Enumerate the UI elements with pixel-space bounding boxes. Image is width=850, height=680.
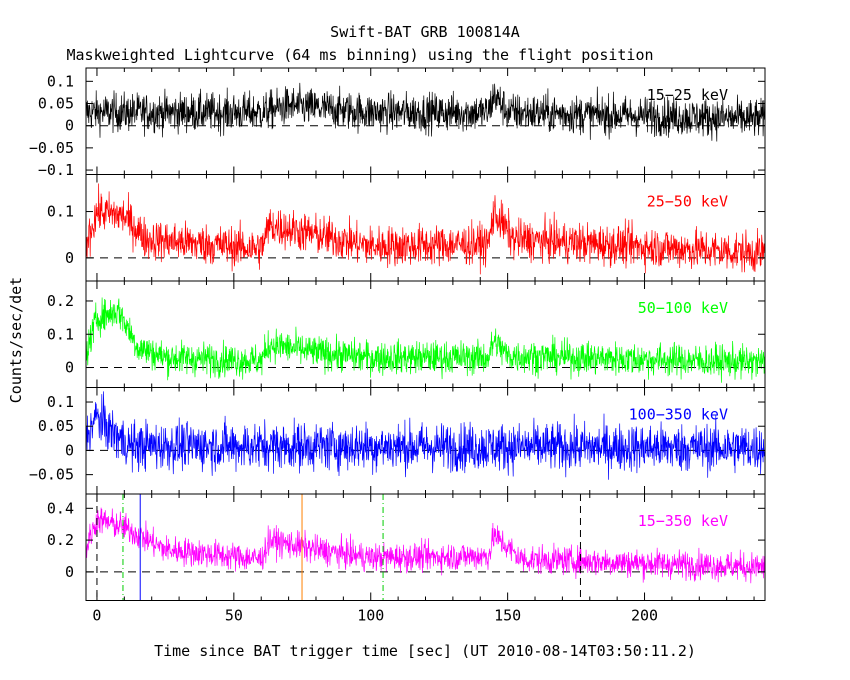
lightcurve-trace (86, 183, 765, 275)
x-tick-label: 150 (494, 607, 521, 625)
x-axis-label: Time since BAT trigger time [sec] (UT 20… (154, 642, 696, 660)
x-tick-label: 200 (631, 607, 658, 625)
y-tick-label: 0.1 (47, 325, 74, 343)
lightcurve-trace (86, 297, 765, 383)
y-tick-label: 0.05 (38, 417, 74, 435)
panel-3: 0.2 0.1 0 50−100 keV (47, 280, 766, 388)
y-tick-label: 0 (65, 441, 74, 459)
y-tick-label: 0.1 (47, 203, 74, 221)
panel-2: 0.1 0 25−50 keV (47, 174, 766, 282)
y-tick-label: 0.2 (47, 292, 74, 310)
energy-band-label: 15−350 keV (638, 512, 728, 530)
chart-subtitle: Maskweighted Lightcurve (64 ms binning) … (67, 46, 654, 64)
x-tick-label: 100 (357, 607, 384, 625)
y-tick-label: 0.1 (47, 393, 74, 411)
y-tick-label: 0 (65, 117, 74, 135)
y-tick-label: −0.05 (29, 139, 74, 157)
lightcurve-trace (86, 82, 765, 142)
energy-band-label: 100−350 keV (629, 406, 728, 424)
panel-5: 0.4 0.2 0 15−350 keV (47, 493, 766, 601)
y-tick-label: 0 (65, 563, 74, 581)
y-tick-label: 0 (65, 249, 74, 267)
chart-title: Swift-BAT GRB 100814A (330, 23, 520, 41)
y-axis-label: Counts/sec/det (7, 277, 25, 403)
y-tick-label: 0.05 (38, 95, 74, 113)
lightcurve-trace (86, 507, 765, 584)
y-tick-label: 0 (65, 359, 74, 377)
energy-band-label: 15−25 keV (647, 86, 728, 104)
x-tick-label: 0 (92, 607, 101, 625)
y-tick-label: 0.2 (47, 531, 74, 549)
lightcurve-trace (86, 391, 765, 480)
panel-frame (85, 174, 766, 282)
y-tick-label: −0.1 (38, 161, 74, 179)
energy-band-label: 50−100 keV (638, 299, 728, 317)
x-tick-label: 50 (225, 607, 243, 625)
energy-band-label: 25−50 keV (647, 193, 728, 211)
y-tick-label: −0.05 (29, 466, 74, 484)
y-tick-label: 0.4 (47, 499, 74, 517)
y-tick-label: 0.1 (47, 72, 74, 90)
panel-frame (85, 280, 766, 388)
panel-1: 0.1 0.05 0 −0.05 −0.1 15−25 keV (29, 67, 766, 179)
panel-4: 0.1 0.05 0 −0.05 100−350 keV (29, 387, 766, 495)
